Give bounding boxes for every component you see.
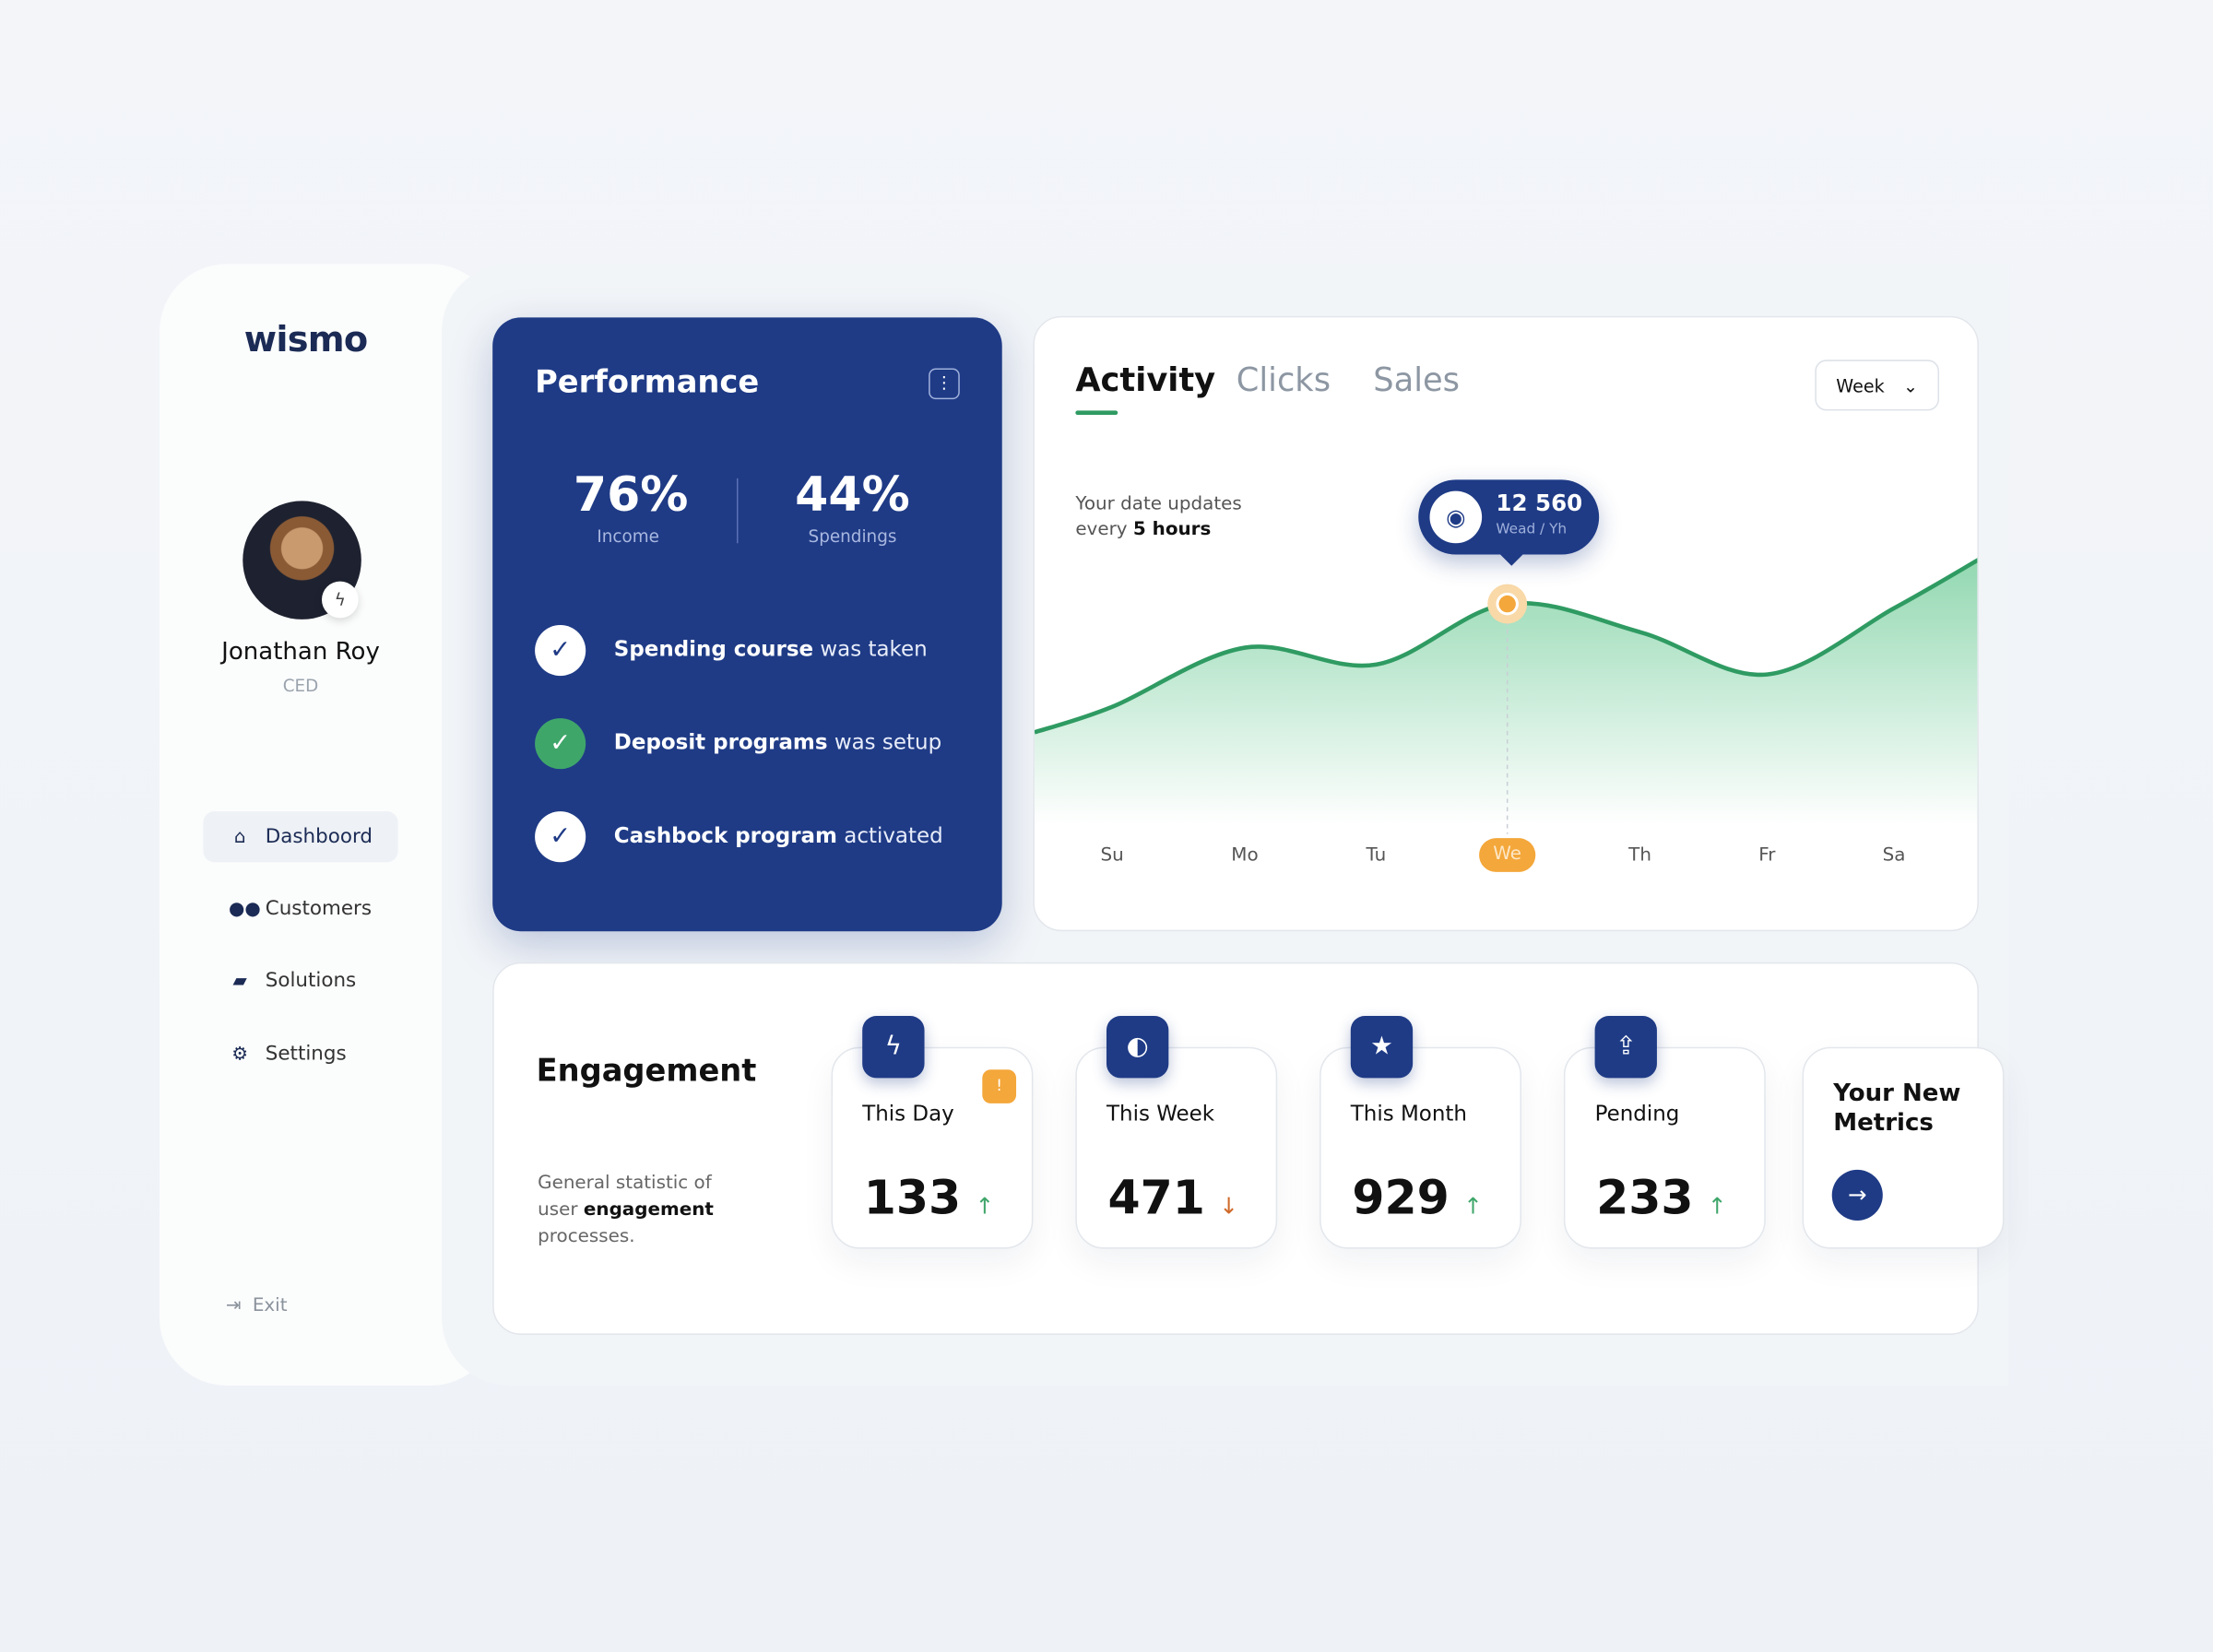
check-item: Cashbock program activated	[613, 822, 943, 848]
star-icon: ★	[1350, 1016, 1414, 1079]
metric-card[interactable]: This Day 133 ↑!	[831, 1046, 1034, 1249]
trend-up-icon: ↑	[1463, 1192, 1483, 1220]
alert-badge: !	[982, 1069, 1017, 1103]
check-item: Spending course was taken	[613, 636, 928, 662]
new-metrics-card[interactable]: Your New Metrics →	[1802, 1046, 2005, 1249]
tab-sales[interactable]: Sales	[1373, 362, 1460, 400]
range-value: Week	[1836, 374, 1885, 396]
metric-card[interactable]: This Month 929 ↑	[1320, 1046, 1521, 1249]
performance-title: Performance	[535, 365, 760, 401]
user-name: Jonathan Roy	[221, 637, 380, 667]
x-tick-label[interactable]: Th	[1628, 844, 1651, 867]
spendings-label: Spendings	[808, 525, 897, 547]
active-tab-indicator	[1075, 410, 1118, 415]
tab-activity[interactable]: Activity	[1075, 362, 1216, 400]
check-icon: ✓	[535, 625, 586, 677]
new-metrics-title: Your New Metrics	[1833, 1079, 1961, 1138]
trend-up-icon: ↑	[1707, 1192, 1727, 1220]
upload-icon: ⇪	[1594, 1016, 1657, 1079]
metric-card[interactable]: Pending 233 ↑	[1563, 1046, 1766, 1249]
range-select[interactable]: Week ⌄	[1815, 360, 1940, 411]
exit-label: Exit	[252, 1295, 288, 1317]
spendings-value: 44%	[795, 466, 910, 524]
metric-value: 233 ↑	[1596, 1169, 1727, 1225]
performance-card: Performance ⋮ 76% Income 44% Spendings ✓…	[492, 317, 1002, 932]
activity-chart	[1034, 558, 1978, 834]
sidebar-item-customers[interactable]: ●● Customers	[203, 883, 397, 934]
sidebar-item-settings[interactable]: ⚙ Settings	[203, 1029, 397, 1080]
highlight-point[interactable]	[1498, 595, 1516, 613]
logo[interactable]: wismo	[243, 318, 368, 360]
trend-up-icon: ↑	[975, 1192, 994, 1220]
exit-button[interactable]: ⇥ Exit	[226, 1295, 288, 1316]
check-icon: ✓	[535, 811, 586, 863]
income-value: 76%	[573, 466, 689, 524]
home-icon: ⌂	[233, 826, 246, 848]
half-circle-icon: ◐	[1106, 1016, 1169, 1079]
bolt-icon: ϟ	[862, 1016, 925, 1079]
gear-icon: ⚙	[231, 1043, 249, 1065]
metric-value: 133 ↑	[863, 1169, 994, 1225]
metric-label: This Month	[1350, 1100, 1467, 1127]
chart-tooltip: ◉ 12 560 Wead / Yh	[1418, 479, 1600, 566]
x-tick-label[interactable]: Su	[1100, 844, 1124, 867]
arrow-right-icon[interactable]: →	[1831, 1169, 1883, 1221]
tab-clicks[interactable]: Clicks	[1236, 362, 1331, 400]
sidebar-item-label: Dashboord	[265, 825, 373, 848]
sidebar-item-label: Customers	[265, 897, 373, 920]
x-tick-label[interactable]: We	[1479, 838, 1536, 872]
x-tick-label[interactable]: Sa	[1882, 844, 1906, 867]
x-tick-label[interactable]: Tu	[1366, 844, 1387, 867]
graduation-cap-icon: ▰	[232, 970, 247, 992]
activity-card: Activity Clicks Sales Week ⌄ Your date up…	[1033, 315, 1979, 932]
tooltip-sub: Wead / Yh	[1496, 522, 1568, 538]
tooltip-value: 12 560	[1496, 490, 1583, 517]
chevron-down-icon: ⌄	[1903, 374, 1919, 396]
sidebar-item-dashboard[interactable]: ⌂ Dashboord	[203, 811, 398, 863]
update-note: Your date updates every 5 hours	[1075, 493, 1242, 541]
area-fill	[1034, 560, 1978, 826]
divider	[736, 478, 739, 544]
x-tick-label[interactable]: Fr	[1758, 844, 1776, 867]
sidebar-item-label: Settings	[265, 1043, 347, 1066]
bolt-icon[interactable]: ϟ	[321, 581, 359, 619]
x-tick-label[interactable]: Mo	[1231, 844, 1259, 867]
users-icon: ●●	[228, 898, 261, 920]
metric-value: 471 ↓	[1107, 1169, 1238, 1225]
sidebar-item-solutions[interactable]: ▰ Solutions	[203, 955, 397, 1006]
metric-value: 929 ↑	[1352, 1169, 1483, 1225]
check-item: Deposit programs was setup	[613, 729, 942, 755]
metric-card[interactable]: This Week 471 ↓	[1075, 1046, 1278, 1249]
metric-label: Pending	[1594, 1100, 1680, 1127]
metric-label: This Day	[862, 1100, 954, 1127]
eye-icon: ◉	[1429, 490, 1483, 544]
engagement-description: General statistic of user engagement pro…	[538, 1172, 714, 1248]
sidebar-item-label: Solutions	[265, 969, 357, 993]
income-label: Income	[597, 525, 659, 547]
engagement-title: Engagement	[536, 1054, 757, 1090]
user-role: CED	[282, 676, 319, 696]
logout-icon: ⇥	[225, 1295, 242, 1317]
metric-label: This Week	[1106, 1100, 1215, 1127]
kebab-icon[interactable]: ⋮	[929, 368, 960, 400]
check-icon: ✓	[535, 718, 586, 770]
trend-down-icon: ↓	[1219, 1192, 1238, 1220]
